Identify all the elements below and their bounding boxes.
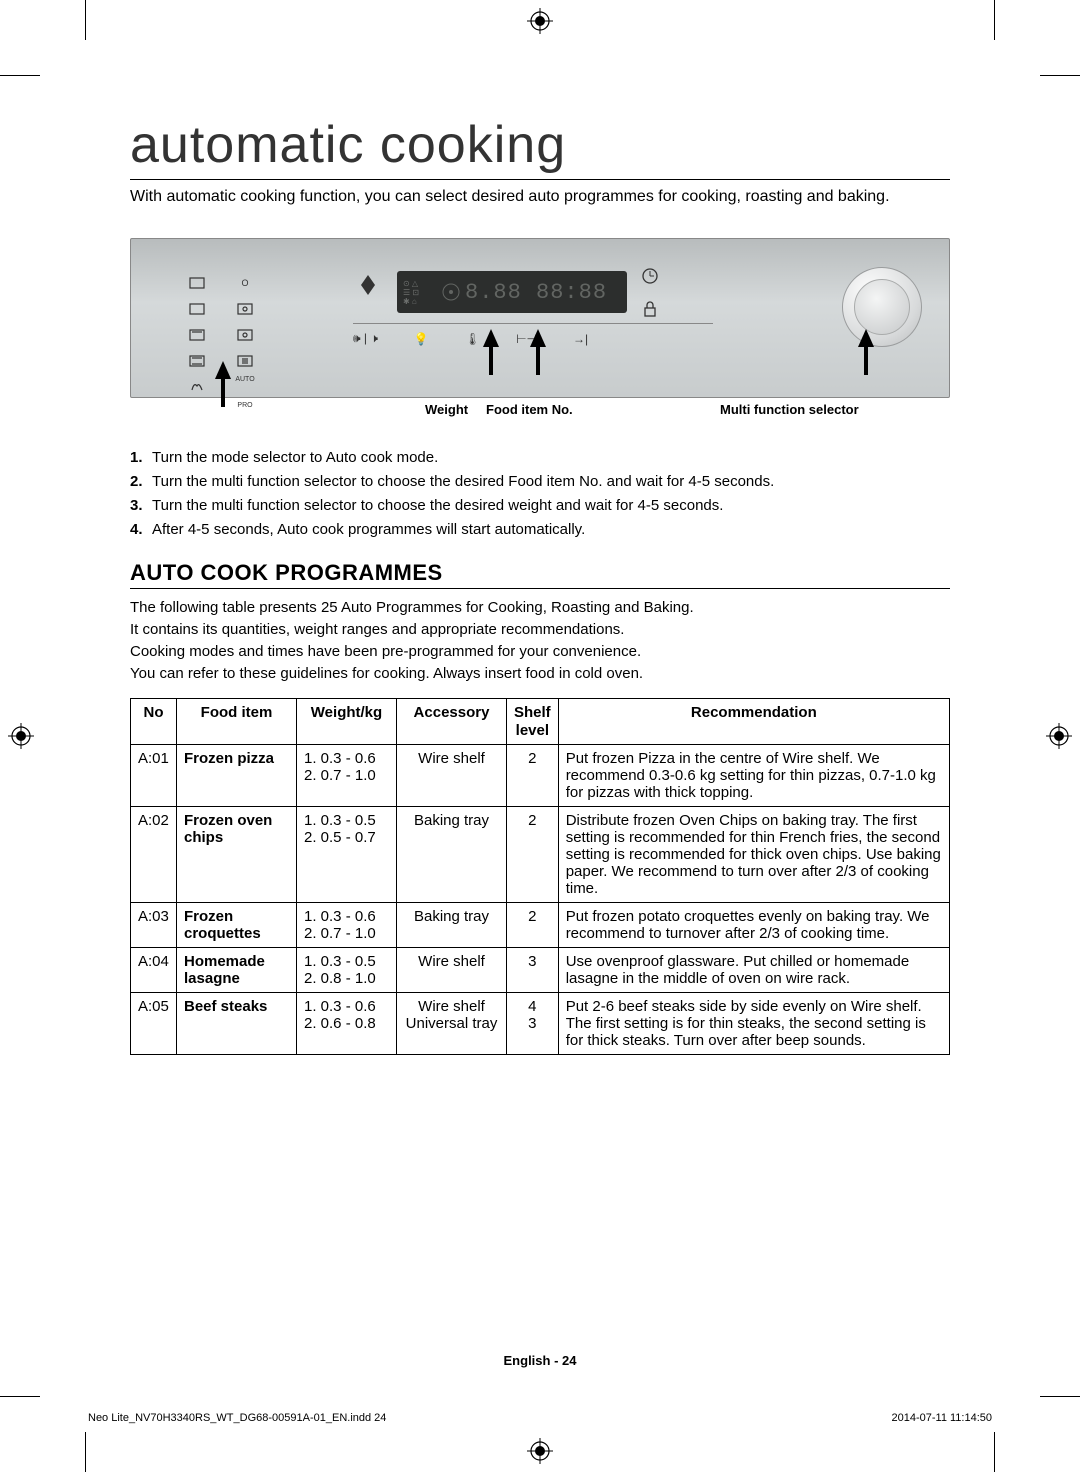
- crop-tick: [994, 1432, 995, 1472]
- imprint-line: Neo Lite_NV70H3340RS_WT_DG68-00591A-01_E…: [88, 1412, 992, 1424]
- page-title: automatic cooking: [130, 115, 950, 180]
- mode-icon: [236, 328, 254, 342]
- multi-function-selector-knob: [837, 267, 927, 357]
- mode-icon: [236, 354, 254, 368]
- mode-icon: [188, 328, 206, 342]
- mode-icon: [188, 380, 206, 394]
- lock-icon: [641, 300, 659, 318]
- panel-label-food: Food item No.: [486, 402, 573, 417]
- indicator-arrow-icon: [530, 329, 546, 347]
- step-item: After 4-5 seconds, Auto cook programmes …: [130, 518, 950, 542]
- step-item: Turn the multi function selector to choo…: [130, 494, 950, 518]
- registration-mark-icon: [1046, 723, 1072, 749]
- table-cell: Put frozen Pizza in the centre of Wire s…: [558, 744, 949, 806]
- crop-tick: [1040, 1396, 1080, 1397]
- table-cell: Frozen croquettes: [177, 902, 297, 947]
- th-recommendation: Recommendation: [558, 699, 949, 745]
- table-cell: A:03: [131, 902, 177, 947]
- step-item: Turn the multi function selector to choo…: [130, 470, 950, 494]
- th-no: No: [131, 699, 177, 745]
- table-cell: 1. 0.3 - 0.62. 0.7 - 1.0: [297, 744, 397, 806]
- th-weight: Weight/kg: [297, 699, 397, 745]
- table-cell: Wire shelf: [397, 744, 507, 806]
- table-cell: A:02: [131, 806, 177, 902]
- crop-tick: [994, 0, 995, 40]
- table-cell: 1. 0.3 - 0.52. 0.5 - 0.7: [297, 806, 397, 902]
- table-cell: Beef steaks: [177, 992, 297, 1054]
- crop-tick: [0, 75, 40, 76]
- table-cell: 2: [507, 806, 559, 902]
- auto-label: AUTO: [231, 376, 259, 398]
- step-item: Turn the mode selector to Auto cook mode…: [130, 446, 950, 470]
- table-cell: A:05: [131, 992, 177, 1054]
- table-cell: 1. 0.3 - 0.62. 0.6 - 0.8: [297, 992, 397, 1054]
- table-cell: Distribute frozen Oven Chips on baking t…: [558, 806, 949, 902]
- table-cell: Wire shelf: [397, 947, 507, 992]
- temp-icon: 🌡: [465, 332, 480, 346]
- table-row: A:02Frozen oven chips1. 0.3 - 0.52. 0.5 …: [131, 806, 950, 902]
- table-cell: Put frozen potato croquettes evenly on b…: [558, 902, 949, 947]
- crop-tick: [1040, 75, 1080, 76]
- light-icon: 💡: [414, 332, 429, 346]
- table-cell: 43: [507, 992, 559, 1054]
- table-row: A:04Homemade lasagne1. 0.3 - 0.52. 0.8 -…: [131, 947, 950, 992]
- table-cell: Baking tray: [397, 902, 507, 947]
- registration-mark-icon: [8, 723, 34, 749]
- table-cell: Use ovenproof glassware. Put chilled or …: [558, 947, 949, 992]
- lcd-digits: 8.88 88:88: [465, 280, 607, 305]
- mode-icon: [188, 354, 206, 368]
- table-cell: Frozen pizza: [177, 744, 297, 806]
- autocook-table: No Food item Weight/kg Accessory Shelf l…: [130, 698, 950, 1055]
- sound-icon: 🕪 | 🕨: [353, 331, 378, 346]
- instruction-steps: Turn the mode selector to Auto cook mode…: [130, 446, 950, 542]
- mode-icon: [188, 302, 206, 316]
- th-shelf: Shelf level: [507, 699, 559, 745]
- up-arrow-icon: [361, 275, 375, 285]
- th-food: Food item: [177, 699, 297, 745]
- table-cell: 2: [507, 902, 559, 947]
- table-cell: A:04: [131, 947, 177, 992]
- table-row: A:03Frozen croquettes1. 0.3 - 0.62. 0.7 …: [131, 902, 950, 947]
- table-cell: 3: [507, 947, 559, 992]
- table-cell: 1. 0.3 - 0.52. 0.8 - 1.0: [297, 947, 397, 992]
- fan-icon: [441, 282, 461, 302]
- down-arrow-icon: [361, 285, 375, 295]
- table-cell: Frozen oven chips: [177, 806, 297, 902]
- panel-label-weight: Weight: [425, 402, 468, 417]
- clock-icon: [641, 267, 659, 285]
- page-footer: English - 24: [130, 1353, 950, 1368]
- mode-icon: [188, 276, 206, 290]
- indicator-arrow-icon: [858, 329, 874, 347]
- lcd-display: ⊙ △☰ ⊡✱ ⌂ 8.88 88:88: [397, 271, 627, 313]
- panel-label-selector: Multi function selector: [720, 402, 859, 417]
- registration-mark-icon: [527, 1438, 553, 1464]
- table-cell: Wire shelfUniversal tray: [397, 992, 507, 1054]
- table-row: A:05Beef steaks1. 0.3 - 0.62. 0.6 - 0.8W…: [131, 992, 950, 1054]
- table-cell: Baking tray: [397, 806, 507, 902]
- table-cell: A:01: [131, 744, 177, 806]
- page-content: automatic cooking With automatic cooking…: [130, 115, 950, 1372]
- registration-mark-icon: [527, 8, 553, 34]
- indicator-arrow-icon: [215, 361, 231, 379]
- end-icon: →|: [573, 332, 588, 346]
- intro-text: With automatic cooking function, you can…: [130, 186, 950, 208]
- table-cell: Homemade lasagne: [177, 947, 297, 992]
- imprint-timestamp: 2014-07-11 11:14:50: [891, 1412, 992, 1424]
- crop-tick: [85, 1432, 86, 1472]
- indicator-arrow-icon: [483, 329, 499, 347]
- crop-tick: [0, 1396, 40, 1397]
- mode-icon: [236, 302, 254, 316]
- section-header: AUTO COOK PROGRAMMES: [130, 560, 950, 589]
- lcd-status-icons: ⊙ △☰ ⊡✱ ⌂: [403, 279, 437, 306]
- crop-tick: [85, 0, 86, 40]
- th-accessory: Accessory: [397, 699, 507, 745]
- table-cell: 1. 0.3 - 0.62. 0.7 - 1.0: [297, 902, 397, 947]
- table-row: A:01Frozen pizza1. 0.3 - 0.62. 0.7 - 1.0…: [131, 744, 950, 806]
- imprint-file: Neo Lite_NV70H3340RS_WT_DG68-00591A-01_E…: [88, 1412, 386, 1424]
- table-cell: Put 2-6 beef steaks side by side evenly …: [558, 992, 949, 1054]
- oven-control-panel: O AUTO PRO: [130, 238, 950, 398]
- section-intro: The following table presents 25 Auto Pro…: [130, 597, 950, 684]
- table-cell: 2: [507, 744, 559, 806]
